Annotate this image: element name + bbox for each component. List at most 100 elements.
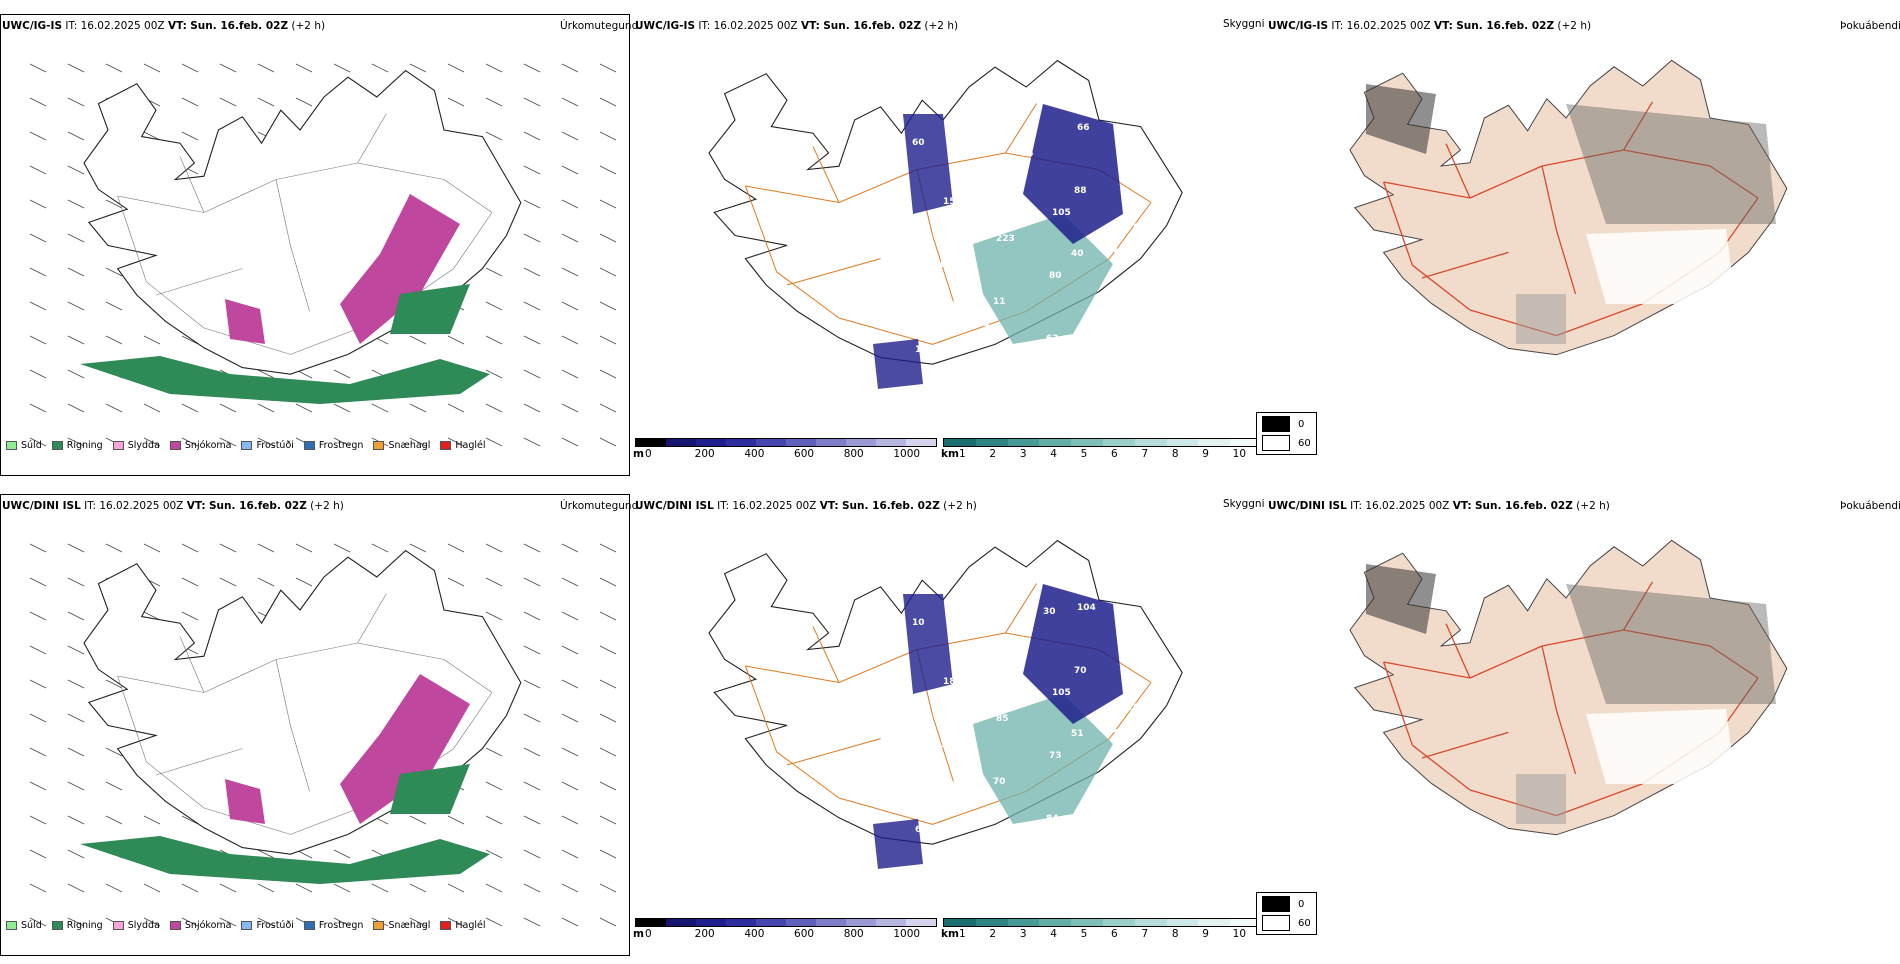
panel-header: UWC/DINI ISL IT: 16.02.2025 00Z VT: Sun.… <box>635 500 977 512</box>
road <box>117 675 147 762</box>
colorbar-tick: 1 <box>959 448 966 460</box>
road <box>275 162 358 180</box>
colorbar-segment <box>666 439 696 446</box>
visibility-title: Skyggni <box>1223 18 1265 30</box>
fog-legend-swatch <box>1262 896 1290 912</box>
fog-title: Þokuábendi <box>1840 500 1900 512</box>
wind-barb <box>561 577 579 587</box>
wind-barb <box>67 645 85 655</box>
wind-barb <box>485 131 503 141</box>
road <box>203 179 277 213</box>
legend-swatch <box>169 921 181 930</box>
panel-header: UWC/DINI ISL IT: 16.02.2025 00Z VT: Sun.… <box>1268 500 1610 512</box>
wind-barb <box>257 577 275 587</box>
legend-item-snjókoma: Snjókoma <box>169 920 231 931</box>
road <box>146 761 205 809</box>
precip-type-panel-1: UWC/IG-IS IT: 16.02.2025 00Z VT: Sun. 16… <box>0 14 638 484</box>
wind-barb <box>29 713 47 723</box>
wind-barb <box>257 63 275 73</box>
cloud-map: 10 83 33 105 99 111 799 72 66 46 153 223 80 97 12 67 95 8… <box>708 59 1183 389</box>
legend-label: Haglél <box>455 920 486 931</box>
colorbar-tick: 2 <box>989 928 997 940</box>
cloud-base-label: 83 <box>937 803 950 813</box>
wind-barb <box>523 611 541 621</box>
wind-barb <box>295 543 313 553</box>
wind-barb <box>523 437 541 447</box>
precip-frame <box>0 14 630 476</box>
legend-swatch <box>373 441 385 450</box>
colorbar-tick: 600 <box>794 448 815 460</box>
wind-barb <box>67 63 85 73</box>
cloud-base-label: 181 <box>943 677 962 687</box>
wind-barb <box>485 781 503 791</box>
wind-barb <box>257 917 275 927</box>
model-name: UWC/IG-IS <box>635 20 696 32</box>
cloud-base-label: 114 <box>1130 640 1149 650</box>
wind-barb <box>523 267 541 277</box>
wind-barb <box>105 301 123 311</box>
wind-barb <box>523 165 541 175</box>
wind-barb <box>29 781 47 791</box>
cloud-base-label: 100 <box>940 740 959 750</box>
wind-barb <box>485 611 503 621</box>
rain-area <box>80 836 490 884</box>
cloud-base-ticks: m 0 200 400 600 800 1000 <box>633 448 943 460</box>
wind-barb <box>599 267 617 277</box>
wind-barb <box>29 679 47 689</box>
colorbar-segment <box>1230 439 1262 446</box>
colorbar-segment <box>636 439 666 446</box>
colorbar-segment <box>1071 919 1103 926</box>
road <box>744 185 778 272</box>
legend-label: Snæhagl <box>388 920 431 931</box>
colorbar-segment <box>944 919 976 926</box>
wind-barb <box>143 437 161 447</box>
wind-barb <box>523 781 541 791</box>
fog-legend-swatch <box>1262 915 1290 931</box>
wind-barb <box>561 747 579 757</box>
wind-barb <box>257 437 275 447</box>
wind-barb <box>447 917 465 927</box>
wind-barb <box>29 543 47 553</box>
rain-area <box>390 284 470 334</box>
colorbar-segment <box>846 919 876 926</box>
snowfall-area <box>225 779 265 824</box>
wind-barb <box>333 403 351 413</box>
wind-barb <box>409 437 427 447</box>
valid-time-label: VT: <box>1452 500 1472 512</box>
fog-map <box>1349 539 1788 836</box>
wind-barb <box>143 63 161 73</box>
wind-barb <box>599 165 617 175</box>
cloud-base-label: 104 <box>1077 603 1096 613</box>
snowfall-area <box>340 674 470 824</box>
visibility-colorbar <box>943 438 1263 447</box>
colorbar-segment <box>1039 919 1072 926</box>
cloud-base-label: 67 <box>968 112 981 122</box>
road <box>1421 251 1509 279</box>
colorbar-segment <box>906 919 936 926</box>
colorbar-tick: 400 <box>744 928 765 940</box>
road <box>357 593 387 644</box>
init-time: IT: 16.02.2025 00Z <box>1350 500 1450 512</box>
wind-barb <box>105 679 123 689</box>
legend-label: Frostregn <box>318 440 364 451</box>
legend-item-súld: Súld <box>6 920 42 931</box>
lead-time: (+2 h) <box>924 20 959 32</box>
visibility-bar <box>943 438 1263 447</box>
legend-swatch <box>51 441 63 450</box>
cloud-base-label: 61 <box>915 825 928 835</box>
colorbar-tick: 0 <box>645 928 652 940</box>
wind-barb <box>29 267 47 277</box>
colorbar-tick: 5 <box>1080 928 1088 940</box>
wind-barb <box>561 63 579 73</box>
legend-item-frostregn: Frostregn <box>303 920 363 931</box>
init-time: IT: 16.02.2025 00Z <box>698 20 798 32</box>
colorbar-tick: 4 <box>1050 928 1057 940</box>
cloud-base-label: 79 <box>1127 223 1140 233</box>
colorbar-unit: m <box>633 448 644 460</box>
wind-barb <box>561 883 579 893</box>
low-cloud-area <box>903 114 953 214</box>
wind-barb <box>67 335 85 345</box>
wind-barb <box>485 335 503 345</box>
wind-barb <box>181 883 199 893</box>
road <box>932 235 954 302</box>
